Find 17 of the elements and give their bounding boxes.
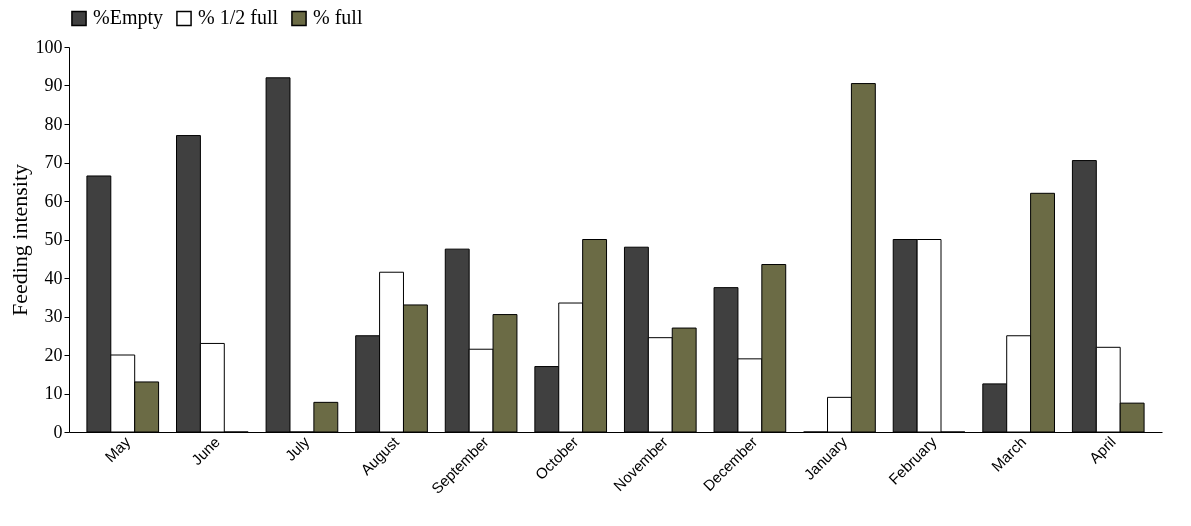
y-tick-label: 60 (44, 190, 63, 211)
y-tick-label: 70 (44, 152, 63, 172)
y-tick-label: 100 (35, 36, 63, 57)
y-tick-label: 10 (44, 383, 63, 403)
legend-label: % 1/2 full (198, 6, 279, 29)
y-tick-label: 20 (44, 344, 63, 365)
y-tick-label: 50 (44, 229, 63, 249)
y-tick-label: 40 (44, 267, 63, 288)
y-tick-label: 90 (44, 75, 63, 95)
y-axis-title: Feeding intensity (6, 163, 32, 317)
legend-label: % full (313, 6, 363, 29)
legend-label: %Empty (93, 6, 163, 30)
y-tick-label: 80 (44, 113, 63, 134)
y-tick-label: 0 (53, 421, 63, 442)
x-tick-label: May (101, 432, 134, 466)
x-tick-label: July (281, 432, 313, 464)
y-tick-label: 30 (44, 306, 63, 326)
